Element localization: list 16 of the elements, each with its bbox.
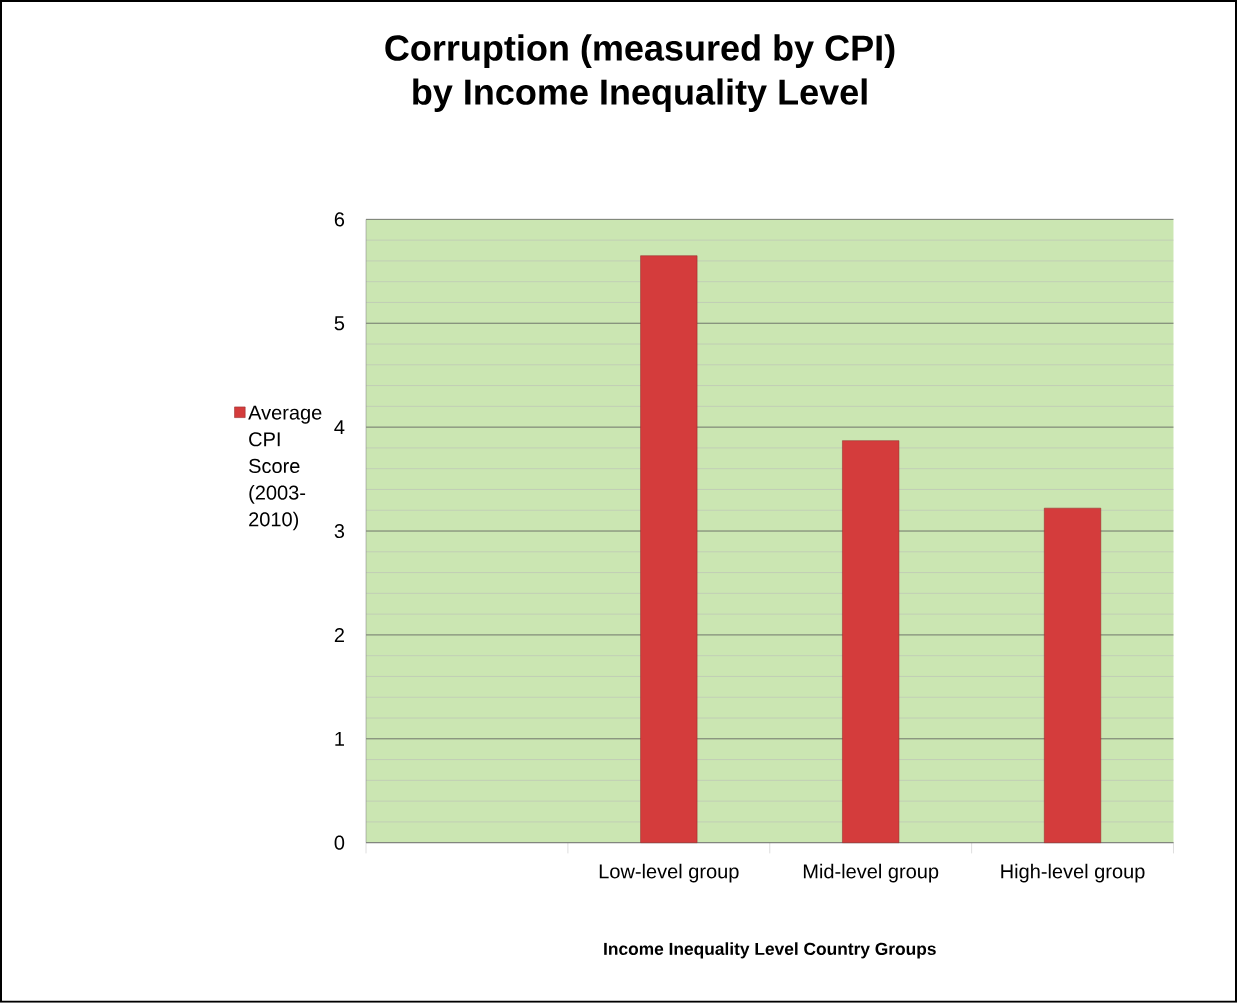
chart-title: Corruption (measured by CPI) by Income Inequality Level bbox=[385, 34, 895, 113]
bar bbox=[640, 255, 698, 844]
legend-label: Average CPI Score (2003-2010) bbox=[248, 405, 322, 531]
x-axis-title: Income Inequality Level Country Groups bbox=[604, 942, 936, 959]
y-tick-label: 3 bbox=[334, 523, 345, 539]
bar bbox=[842, 440, 900, 844]
x-tick-label: Mid-level group bbox=[803, 863, 939, 883]
y-tick-label: 6 bbox=[334, 212, 345, 227]
x-tick-label: High-level group bbox=[1001, 863, 1145, 883]
x-tick-label: Low-level group bbox=[599, 863, 739, 883]
y-tick-label: 4 bbox=[334, 420, 345, 435]
y-tick-label: 1 bbox=[335, 731, 344, 746]
y-tick-label: 2 bbox=[334, 627, 344, 642]
y-tick-label: 0 bbox=[334, 835, 345, 850]
bar bbox=[1044, 507, 1102, 844]
y-tick-label: 5 bbox=[334, 316, 345, 331]
